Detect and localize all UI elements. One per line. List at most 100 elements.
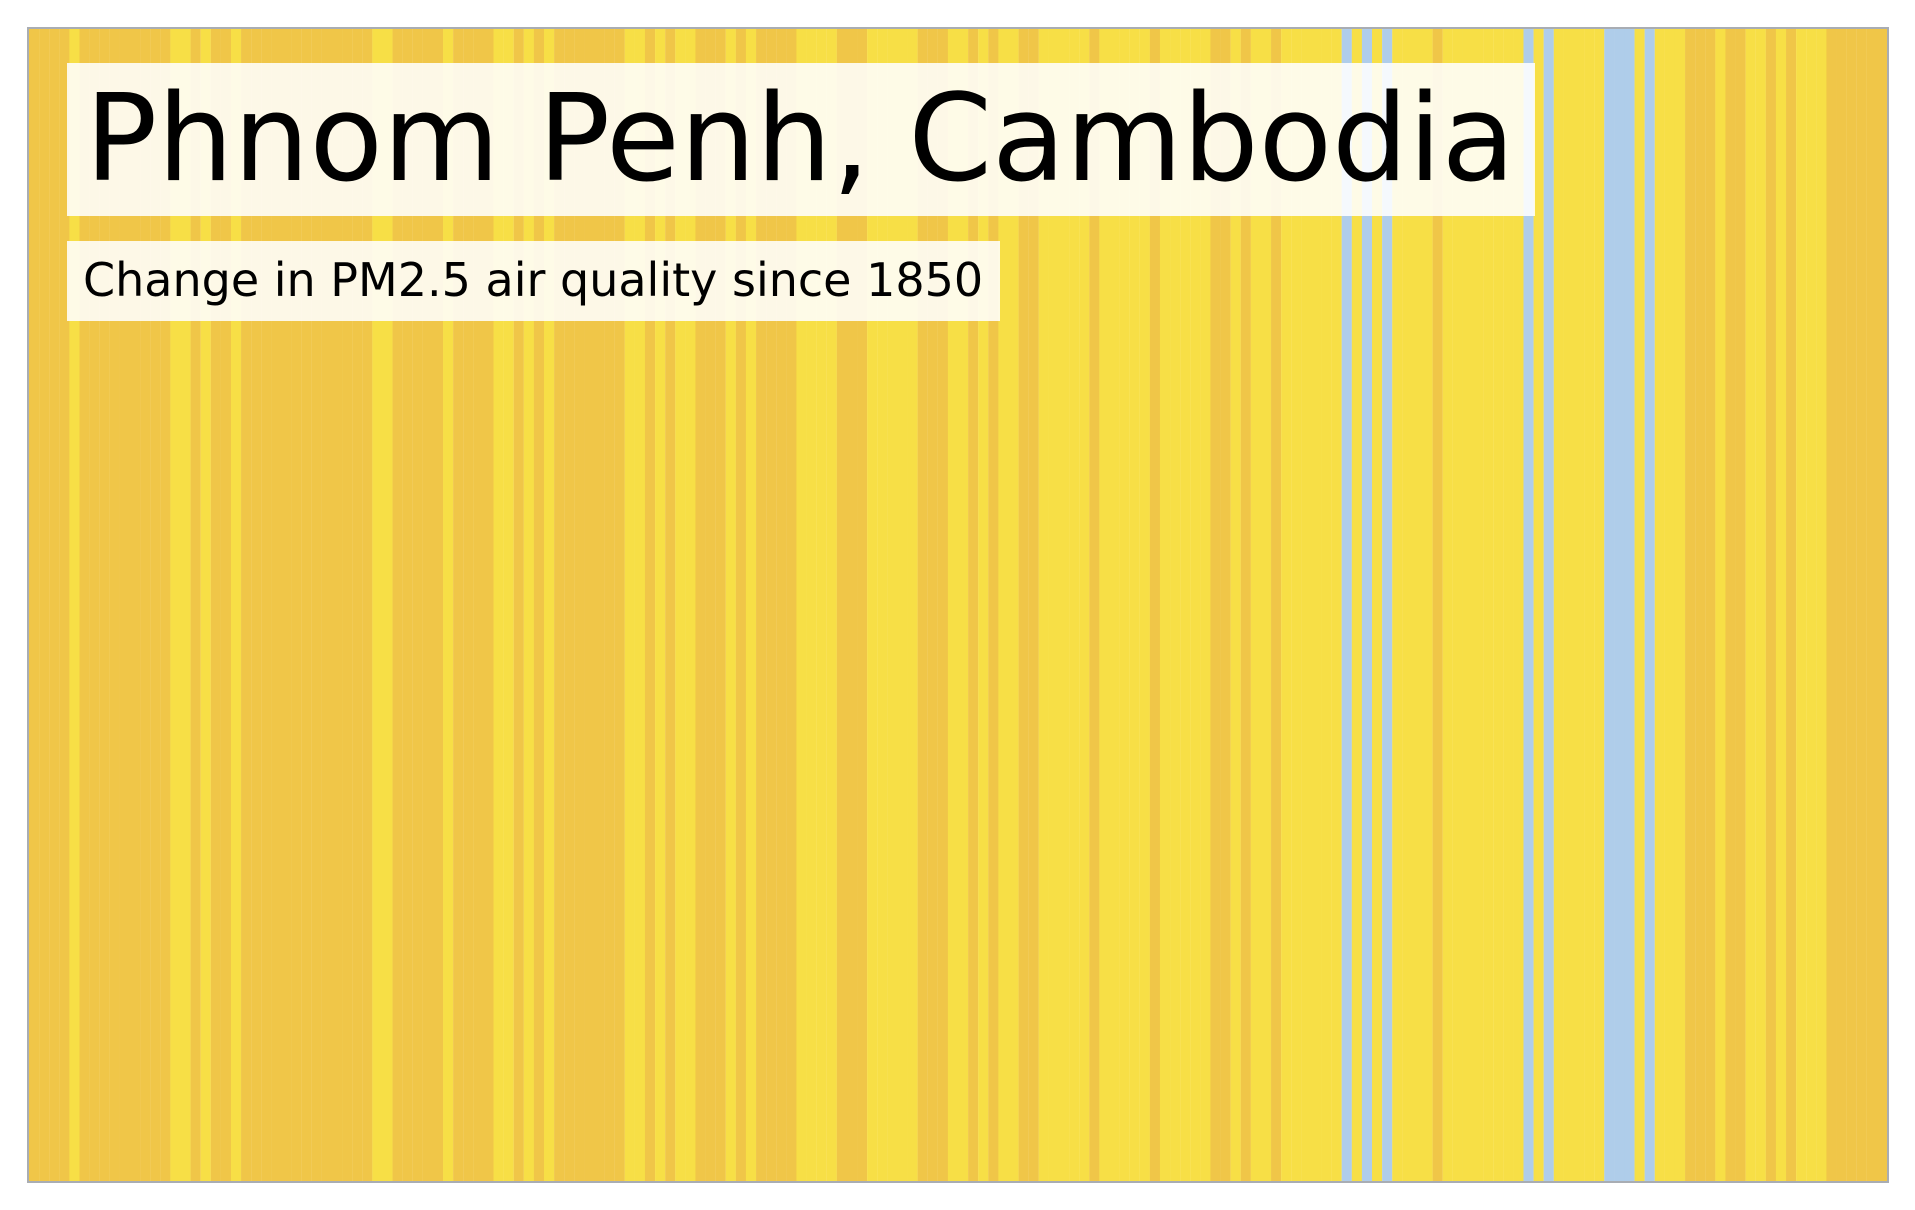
stripe-1884 bbox=[372, 29, 383, 1181]
stripe-1899 bbox=[523, 29, 534, 1181]
stripe-1850 bbox=[29, 29, 40, 1181]
stripe-1876 bbox=[291, 29, 302, 1181]
stripe-2019 bbox=[1735, 29, 1746, 1181]
stripe-1977 bbox=[1311, 29, 1322, 1181]
stripe-1978 bbox=[1321, 29, 1332, 1181]
stripe-1981 bbox=[1351, 29, 1363, 1181]
stripe-1882 bbox=[352, 29, 363, 1181]
stripe-1998 bbox=[1523, 29, 1534, 1181]
stripe-2030 bbox=[1846, 29, 1857, 1181]
stripe-2006 bbox=[1604, 29, 1615, 1181]
stripe-1907 bbox=[604, 29, 615, 1181]
stripe-2032 bbox=[1866, 29, 1877, 1181]
stripe-1868 bbox=[210, 29, 221, 1181]
stripe-1957 bbox=[1109, 29, 1120, 1181]
stripe-1909 bbox=[624, 29, 635, 1181]
stripe-1894 bbox=[473, 29, 484, 1181]
stripe-1944 bbox=[978, 29, 989, 1181]
stripe-1942 bbox=[958, 29, 969, 1181]
stripe-1917 bbox=[705, 29, 716, 1181]
stripe-2014 bbox=[1685, 29, 1696, 1181]
warming-stripes-chart bbox=[27, 27, 1889, 1183]
stripe-1961 bbox=[1149, 29, 1161, 1181]
stripe-1982 bbox=[1361, 29, 1373, 1181]
stripe-1943 bbox=[968, 29, 979, 1181]
stripes-plot-area bbox=[29, 29, 1887, 1181]
stripe-1862 bbox=[150, 29, 161, 1181]
stripe-1983 bbox=[1372, 29, 1383, 1181]
stripe-1967 bbox=[1210, 29, 1221, 1181]
stripe-1935 bbox=[887, 29, 898, 1181]
stripe-2003 bbox=[1573, 29, 1585, 1181]
stripe-2020 bbox=[1745, 29, 1756, 1181]
stripe-1980 bbox=[1341, 29, 1352, 1181]
stripe-1938 bbox=[917, 29, 928, 1181]
stripe-1932 bbox=[857, 29, 868, 1181]
stripe-1952 bbox=[1058, 29, 1070, 1181]
stripe-1966 bbox=[1200, 29, 1211, 1181]
stripe-1965 bbox=[1190, 29, 1201, 1181]
stripe-1860 bbox=[129, 29, 141, 1181]
stripe-1883 bbox=[362, 29, 373, 1181]
stripe-1896 bbox=[493, 29, 504, 1181]
stripe-1895 bbox=[483, 29, 494, 1181]
stripe-1913 bbox=[665, 29, 676, 1181]
stripe-1985 bbox=[1392, 29, 1403, 1181]
stripe-1939 bbox=[927, 29, 938, 1181]
stripe-2007 bbox=[1614, 29, 1625, 1181]
stripe-1950 bbox=[1038, 29, 1049, 1181]
stripe-2017 bbox=[1715, 29, 1726, 1181]
stripe-1997 bbox=[1513, 29, 1524, 1181]
stripe-1857 bbox=[99, 29, 110, 1181]
stripe-2009 bbox=[1634, 29, 1645, 1181]
stripe-2021 bbox=[1755, 29, 1766, 1181]
stripe-1951 bbox=[1048, 29, 1060, 1181]
stripe-1992 bbox=[1462, 29, 1474, 1181]
stripe-2023 bbox=[1775, 29, 1787, 1181]
stripe-1911 bbox=[644, 29, 656, 1181]
stripe-1954 bbox=[1079, 29, 1090, 1181]
stripe-1851 bbox=[39, 29, 50, 1181]
stripe-2011 bbox=[1654, 29, 1665, 1181]
stripe-1871 bbox=[241, 29, 252, 1181]
stripe-1921 bbox=[745, 29, 757, 1181]
stripe-1986 bbox=[1402, 29, 1413, 1181]
stripe-2026 bbox=[1806, 29, 1817, 1181]
stripe-1874 bbox=[271, 29, 282, 1181]
stripe-1999 bbox=[1533, 29, 1544, 1181]
stripe-1971 bbox=[1250, 29, 1262, 1181]
stripe-1958 bbox=[1119, 29, 1130, 1181]
stripe-1854 bbox=[69, 29, 80, 1181]
stripe-2018 bbox=[1725, 29, 1736, 1181]
stripe-1973 bbox=[1271, 29, 1282, 1181]
stripe-1991 bbox=[1452, 29, 1463, 1181]
stripe-2008 bbox=[1624, 29, 1635, 1181]
stripe-1855 bbox=[79, 29, 90, 1181]
stripe-2015 bbox=[1695, 29, 1706, 1181]
stripe-1928 bbox=[816, 29, 827, 1181]
stripe-1972 bbox=[1260, 29, 1272, 1181]
stripe-1890 bbox=[432, 29, 444, 1181]
stripe-2033 bbox=[1876, 29, 1887, 1181]
stripe-1859 bbox=[119, 29, 131, 1181]
stripe-1929 bbox=[826, 29, 837, 1181]
stripe-1853 bbox=[59, 29, 70, 1181]
stripe-1891 bbox=[443, 29, 454, 1181]
stripe-2000 bbox=[1543, 29, 1554, 1181]
stripe-2001 bbox=[1553, 29, 1564, 1181]
stripe-1878 bbox=[311, 29, 322, 1181]
stripe-2029 bbox=[1836, 29, 1847, 1181]
stripe-1861 bbox=[140, 29, 151, 1181]
stripe-1870 bbox=[230, 29, 242, 1181]
stripe-1904 bbox=[574, 29, 585, 1181]
stripe-1923 bbox=[766, 29, 777, 1181]
stripe-1885 bbox=[382, 29, 393, 1181]
stripe-2013 bbox=[1674, 29, 1686, 1181]
stripe-2027 bbox=[1816, 29, 1827, 1181]
stripe-1989 bbox=[1432, 29, 1443, 1181]
stripe-2010 bbox=[1644, 29, 1655, 1181]
stripe-1916 bbox=[695, 29, 706, 1181]
stripe-1905 bbox=[584, 29, 595, 1181]
stripe-1922 bbox=[756, 29, 767, 1181]
stripe-1956 bbox=[1099, 29, 1110, 1181]
